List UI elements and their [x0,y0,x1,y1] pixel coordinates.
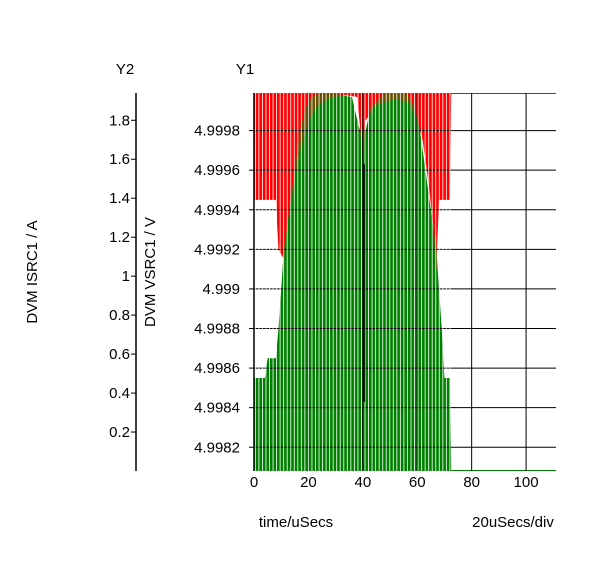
y2-tick-label: 0.2 [109,424,130,441]
y2-tick-label: 1.8 [109,112,130,129]
x-division-label: 20uSecs/div [472,514,554,531]
y2-tick-label: 0.6 [109,346,130,363]
y1-tick-label: 4.9994 [194,202,240,219]
y2-tick-label: 0.8 [109,307,130,324]
y1-axis-label: DVM VSRC1 / V [142,217,159,327]
y1-tick-label: 4.9982 [194,439,240,456]
y2-axis-label: DVM ISRC1 / A [24,220,41,323]
y1-axis-title: Y1 [236,61,254,78]
y1-tick-label: 4.999 [202,281,240,298]
y2-tick-label: 1 [122,268,130,285]
x-tick-label: 20 [300,474,317,491]
y1-tick-label: 4.9996 [194,162,240,179]
y2-tick-label: 1.2 [109,229,130,246]
x-tick-label: 80 [463,474,480,491]
x-tick-label: 60 [409,474,426,491]
y1-tick-label: 4.9988 [194,321,240,338]
x-axis-label: time/uSecs [259,514,333,531]
y1-tick-label: 4.9998 [194,123,240,140]
x-tick-label: 40 [354,474,371,491]
y2-tick-label: 1.6 [109,151,130,168]
y2-tick-label: 1.4 [109,190,130,207]
y1-tick-label: 4.9992 [194,241,240,258]
y2-axis-title: Y2 [116,61,134,78]
y2-tick-label: 0.4 [109,385,130,402]
y1-tick-label: 4.9984 [194,400,240,417]
y1-tick-label: 4.9986 [194,360,240,377]
x-tick-label: 0 [250,474,258,491]
x-tick-label: 100 [514,474,539,491]
